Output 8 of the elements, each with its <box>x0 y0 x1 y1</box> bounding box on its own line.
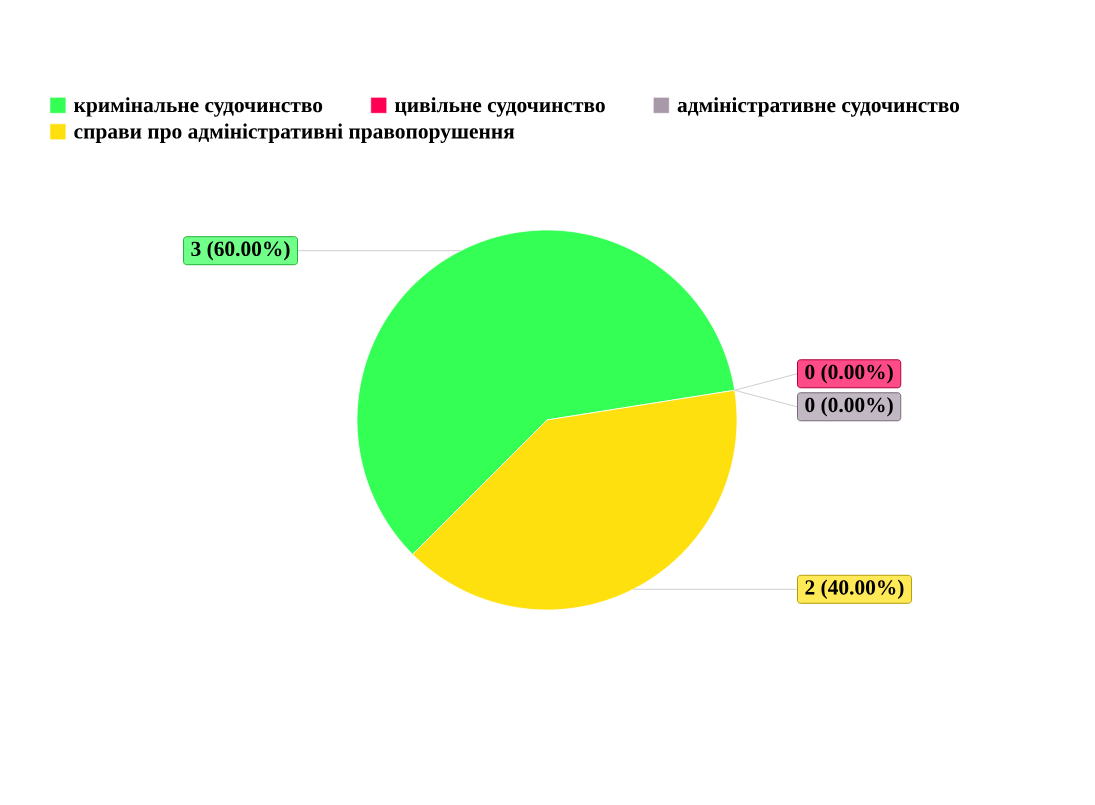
legend-label: цивільне судочинство <box>394 97 605 117</box>
legend-label: справи про адміністративні правопорушення <box>74 123 515 144</box>
legend-label: адміністративне судочинство <box>677 97 960 117</box>
text: 0 (0.00%) <box>805 397 893 417</box>
data-label: 3 (60.00%) <box>191 240 290 261</box>
data-label: 2 (40.00%) <box>805 579 904 599</box>
legend-label: кримінальне судочинство <box>74 97 323 117</box>
text: 0 (0.00%) <box>805 364 893 384</box>
